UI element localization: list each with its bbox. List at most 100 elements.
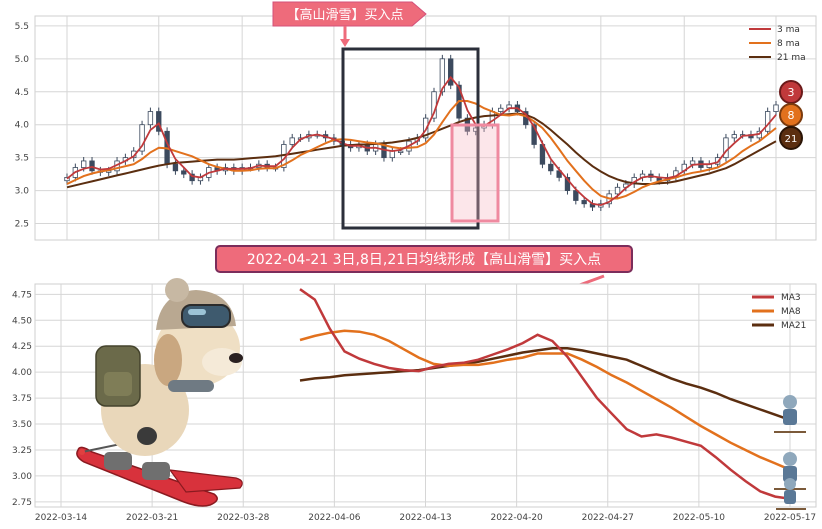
skier-figure-3 (776, 478, 806, 510)
candle-body (498, 107, 504, 112)
bottom-y-ticks: 2.75 3.00 3.25 3.50 3.75 4.00 4.25 4.50 4.75 (12, 290, 32, 507)
ma-badges: 3 8 21 (779, 80, 803, 150)
candle-body (156, 111, 162, 132)
skier-3-body (784, 490, 796, 504)
ski-board-back (168, 469, 243, 493)
bottom-x-tick-label: 2022-03-21 (126, 513, 178, 523)
legend-8ma-label: 8 ma (777, 39, 800, 49)
candle-body (773, 104, 779, 112)
mid-banner-shape (215, 245, 633, 273)
top-y-tick-label: 2.5 (15, 220, 29, 230)
dog-nose (229, 353, 243, 363)
bottom-legend: MA3 MA8 MA21 (752, 293, 806, 331)
candle-body (289, 137, 295, 145)
bottom-y-tick-label: 3.00 (12, 472, 32, 482)
skier-2-head (783, 452, 797, 466)
dog-goggles-shine (188, 309, 206, 315)
skier-3-head (784, 478, 796, 490)
skier-1-body (783, 409, 797, 425)
candle-body (172, 163, 179, 172)
candle-body (397, 150, 404, 153)
candle-body (81, 160, 87, 168)
top-y-tick-label: 5.0 (15, 55, 30, 65)
candle-body (448, 58, 454, 86)
bottom-x-tick-label: 2022-04-27 (582, 513, 634, 523)
candle-body (764, 111, 771, 132)
dog-goggles (181, 304, 231, 328)
bottom-x-tick-label: 2022-04-20 (490, 513, 543, 523)
bottom-x-tick-label: 2022-05-17 (764, 513, 816, 523)
candle-body (189, 173, 195, 182)
bottom-y-tick-label: 4.00 (12, 368, 32, 378)
candle-body (181, 170, 187, 175)
legend-3ma-label: 3 ma (777, 25, 800, 35)
candle-body (548, 163, 554, 172)
highlight-box-dark (341, 47, 480, 230)
bottom-x-tick-label: 2022-04-13 (399, 513, 451, 523)
badge-21-circle (779, 126, 803, 150)
top-legend: 3 ma 8 ma 21 ma (749, 25, 806, 63)
bottom-x-tick-label: 2022-05-10 (673, 513, 726, 523)
top-y-tick-label: 4.0 (15, 121, 30, 131)
top-y-tick-label: 3.0 (15, 187, 30, 197)
candle-body (147, 111, 154, 126)
skier-2-body (783, 466, 797, 482)
candle-body (731, 134, 737, 139)
bottom-y-tick-label: 4.25 (12, 342, 32, 352)
candle-body (389, 150, 395, 159)
skier-1-head (783, 395, 797, 409)
candle-body (439, 58, 446, 93)
skier-figure-1 (774, 395, 806, 433)
bottom-y-tick-label: 3.75 (12, 394, 32, 404)
dog-hat-pompom (165, 278, 189, 302)
candle-body (614, 186, 621, 195)
candle-body (89, 160, 95, 172)
legend-MA3-label: MA3 (781, 293, 801, 303)
bottom-y-tick-label: 4.50 (12, 316, 32, 326)
top-ma3-line (66, 75, 777, 207)
top-banner-arrow-head (340, 39, 350, 47)
top-banner-shape (272, 1, 427, 27)
bottom-x-tick-label: 2022-04-06 (308, 513, 361, 523)
candle-body (531, 124, 537, 145)
dog-boot-left (104, 452, 132, 470)
bottom-x-ticks: 2022-03-14 2022-03-21 2022-03-28 2022-04-06… (35, 513, 816, 523)
dog-paw (137, 427, 157, 445)
top-y-tick-label: 3.5 (15, 154, 29, 164)
dog-ear (154, 334, 182, 386)
candle-body (573, 190, 579, 201)
candle-body (581, 200, 587, 205)
dog-boot-right (142, 462, 170, 480)
bottom-chart: 2.75 3.00 3.25 3.50 3.75 4.00 4.25 4.50 4.75 202… (12, 278, 817, 523)
mid-banner-text: 2022-04-21 3日,8日,21日均线形成【高山滑雪】买入点 (247, 251, 601, 268)
badge-3-label: 3 (788, 86, 795, 99)
top-chart: 2.5 3.0 3.5 4.0 4.5 5.0 5.5 3 ma 8 ma 21 ma 3 … (15, 1, 817, 241)
badge-21-label: 21 (785, 134, 798, 145)
bottom-ma8-line (299, 329, 791, 471)
bottom-y-tick-label: 3.50 (12, 420, 32, 430)
candle-body (689, 160, 696, 165)
candle-body (139, 124, 145, 152)
candle-body (64, 177, 70, 182)
legend-21ma-label: 21 ma (777, 53, 806, 63)
candle-body (564, 177, 571, 191)
bottom-x-tick-label: 2022-03-14 (35, 513, 88, 523)
bottom-y-tick-label: 4.75 (12, 290, 32, 300)
bottom-x-tick-label: 2022-03-28 (217, 513, 270, 523)
bottom-y-tick-label: 2.75 (12, 498, 32, 508)
bottom-ma3-line (299, 288, 791, 500)
top-y-tick-label: 4.5 (15, 88, 29, 98)
top-y-tick-label: 5.5 (15, 22, 29, 32)
top-ma8-line (66, 100, 777, 200)
legend-MA8-label: MA8 (781, 307, 801, 317)
ski-pole-tip (79, 449, 85, 455)
legend-MA21-label: MA21 (781, 321, 806, 331)
bottom-ma21-line (299, 347, 791, 422)
highlight-box-pink (450, 123, 500, 223)
top-banner: 【高山滑雪】买入点 (272, 1, 427, 47)
bottom-y-tick-label: 3.25 (12, 446, 32, 456)
badge-8-label: 8 (788, 109, 795, 122)
top-y-ticks: 2.5 3.0 3.5 4.0 4.5 5.0 5.5 (15, 22, 30, 230)
skier-figures (774, 395, 806, 510)
